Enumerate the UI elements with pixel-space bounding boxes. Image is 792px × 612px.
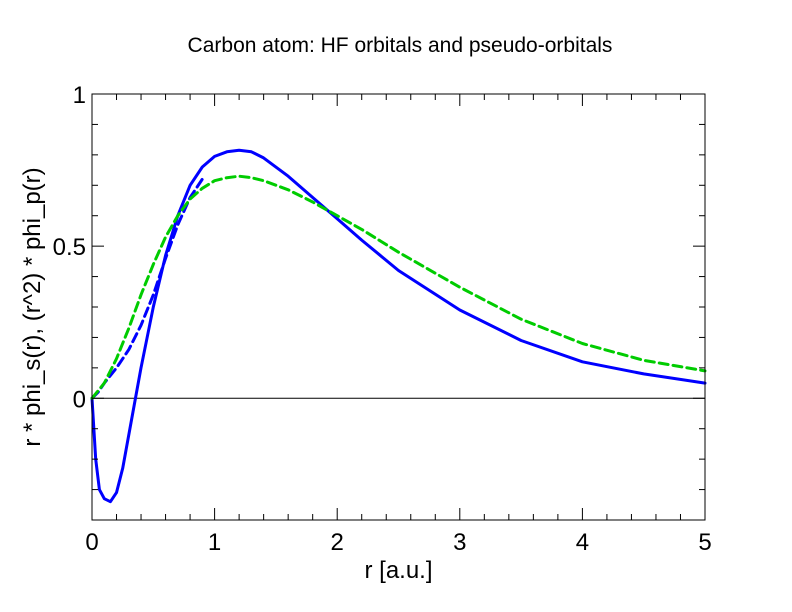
x-tick-label: 0 xyxy=(85,529,98,556)
series-line-1 xyxy=(90,148,707,504)
chart-title: Carbon atom: HF orbitals and pseudo-orbi… xyxy=(188,34,613,57)
x-tick-label: 1 xyxy=(208,529,221,556)
x-tick-label: 2 xyxy=(331,529,344,556)
y-tick-label: 0.5 xyxy=(53,234,86,261)
plot-area xyxy=(90,148,707,504)
x-tick-label: 3 xyxy=(453,529,466,556)
series-line-2 xyxy=(90,177,204,400)
x-tick-label: 5 xyxy=(698,529,711,556)
x-axis-label: r [a.u.] xyxy=(364,557,432,584)
axes: 0 1 2 3 4 5 0 0.5 1 xyxy=(53,82,712,556)
y-tick-label: 1 xyxy=(73,82,86,109)
plot-frame xyxy=(91,93,706,521)
y-tick-label: 0 xyxy=(73,386,86,413)
x-tick-label: 4 xyxy=(576,529,589,556)
y-axis-label: r * phi_s(r), (r^2) * phi_p(r) xyxy=(19,167,46,446)
series-line-3 xyxy=(90,174,707,400)
